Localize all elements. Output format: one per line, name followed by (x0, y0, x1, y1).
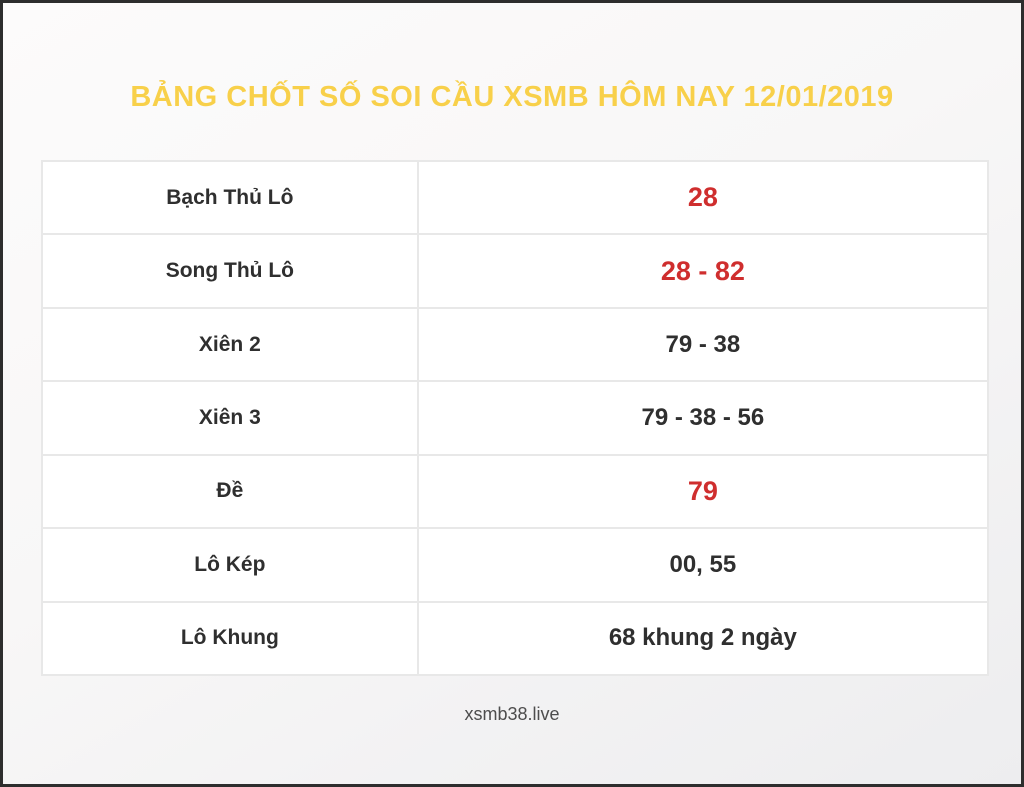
row-value: 00, 55 (669, 550, 737, 578)
row-value: 28 (687, 182, 718, 213)
row-value: 68 khung 2 ngày (608, 624, 797, 652)
row-value: 79 - 38 - 56 (641, 403, 765, 431)
row-value: 28 - 82 (660, 255, 745, 286)
row-label: Lô Khung (43, 602, 419, 674)
row-label: Bạch Thủ Lô (43, 162, 419, 234)
row-label: Xiên 3 (43, 382, 419, 454)
table-row: Bạch Thủ Lô 28 (43, 162, 987, 236)
table-row: Xiên 2 79 - 38 (43, 308, 987, 383)
row-label: Xiên 2 (43, 308, 419, 381)
table-row: Lô Khung 68 khung 2 ngày (43, 602, 987, 674)
table-row: Lô Kép 00, 55 (43, 529, 987, 603)
row-label: Song Thủ Lô (43, 235, 419, 307)
row-label: Đề (43, 455, 419, 528)
row-value: 79 (687, 475, 718, 506)
prediction-table: Bạch Thủ Lô 28 Song Thủ Lô 28 - 82 Xiên … (41, 160, 989, 676)
table-row: Song Thủ Lô 28 - 82 (43, 235, 987, 309)
site-watermark: xsmb38.live (464, 704, 560, 724)
table-row: Đề 79 (43, 455, 987, 530)
row-value: 79 - 38 (665, 330, 741, 358)
page-title: BẢNG CHỐT SỐ SOI CẦU XSMB HÔM NAY 12/01/… (130, 81, 894, 113)
table-row: Xiên 3 79 - 38 - 56 (43, 382, 987, 456)
row-label: Lô Kép (43, 529, 419, 601)
